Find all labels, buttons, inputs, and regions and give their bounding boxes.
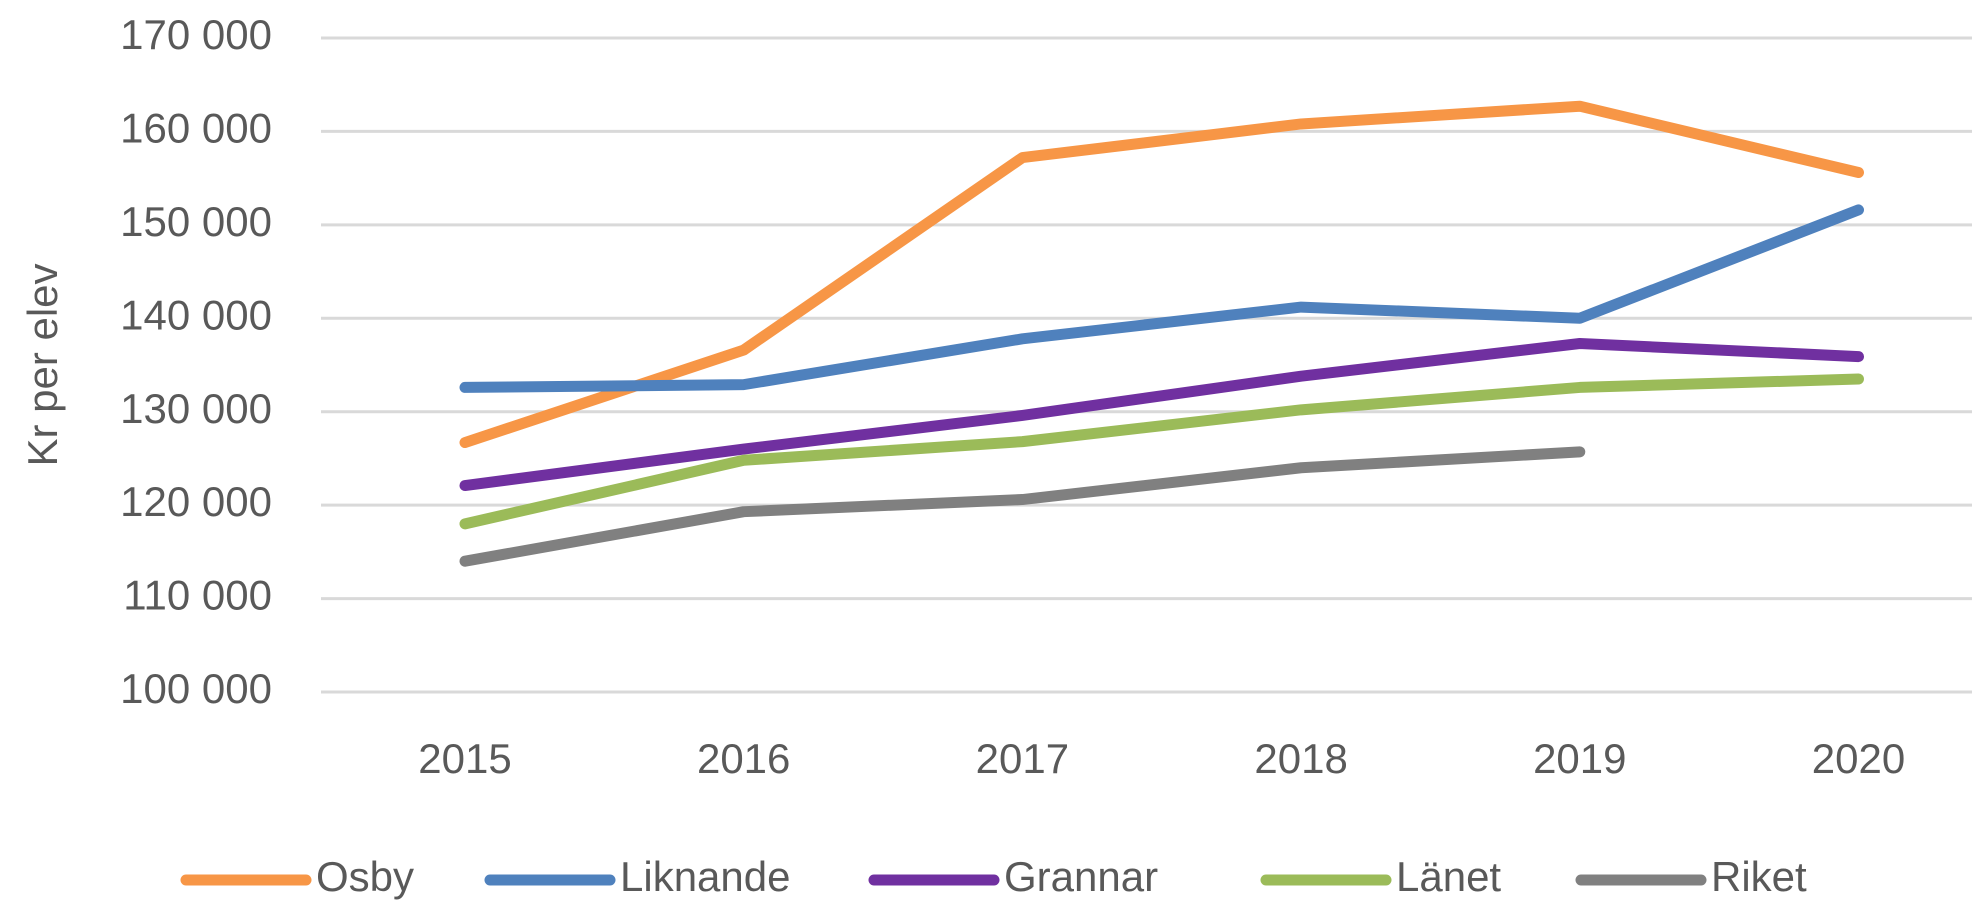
y-tick-label: 120 000 [120, 478, 272, 525]
y-axis-title: Kr per elev [19, 263, 66, 466]
x-tick-label: 2018 [1254, 735, 1347, 782]
line-series [459, 100, 1864, 449]
legend-label: Osby [316, 853, 414, 900]
line-series [459, 446, 1586, 567]
x-tick-label: 2015 [418, 735, 511, 782]
legend-label: Grannar [1004, 853, 1158, 900]
legend-label: Riket [1711, 853, 1807, 900]
x-tick-label: 2016 [697, 735, 790, 782]
y-tick-label: 160 000 [120, 105, 272, 152]
y-tick-label: 150 000 [120, 198, 272, 245]
line-series [459, 373, 1864, 530]
y-tick-label: 130 000 [120, 385, 272, 432]
y-tick-label: 140 000 [120, 291, 272, 338]
legend-label: Länet [1396, 853, 1501, 900]
line-series [459, 204, 1864, 393]
x-tick-label: 2019 [1533, 735, 1626, 782]
y-tick-label: 110 000 [123, 572, 272, 619]
line-series [459, 338, 1864, 492]
x-tick-label: 2017 [976, 735, 1069, 782]
legend-label: Liknande [620, 853, 790, 900]
y-tick-label: 170 000 [120, 11, 272, 58]
y-tick-label: 100 000 [120, 665, 272, 712]
x-tick-label: 2020 [1812, 735, 1905, 782]
